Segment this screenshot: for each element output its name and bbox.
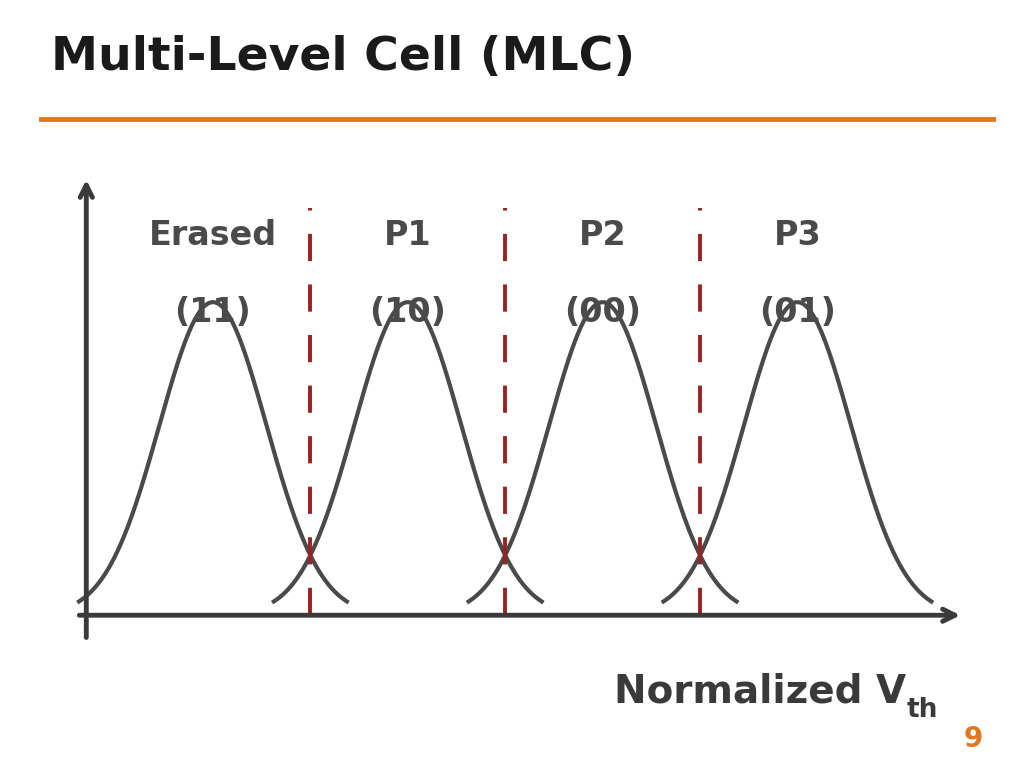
Text: (11): (11) bbox=[174, 296, 251, 329]
Text: Erased: Erased bbox=[148, 219, 278, 252]
Text: (00): (00) bbox=[564, 296, 641, 329]
Text: Multi-Level Cell (MLC): Multi-Level Cell (MLC) bbox=[51, 35, 635, 80]
Text: P3: P3 bbox=[773, 219, 821, 252]
Text: P2: P2 bbox=[579, 219, 627, 252]
Text: P1: P1 bbox=[384, 219, 431, 252]
Text: (01): (01) bbox=[759, 296, 836, 329]
Text: (10): (10) bbox=[370, 296, 446, 329]
Text: 9: 9 bbox=[964, 725, 983, 753]
Text: Normalized V: Normalized V bbox=[614, 673, 906, 710]
Text: th: th bbox=[906, 697, 938, 723]
